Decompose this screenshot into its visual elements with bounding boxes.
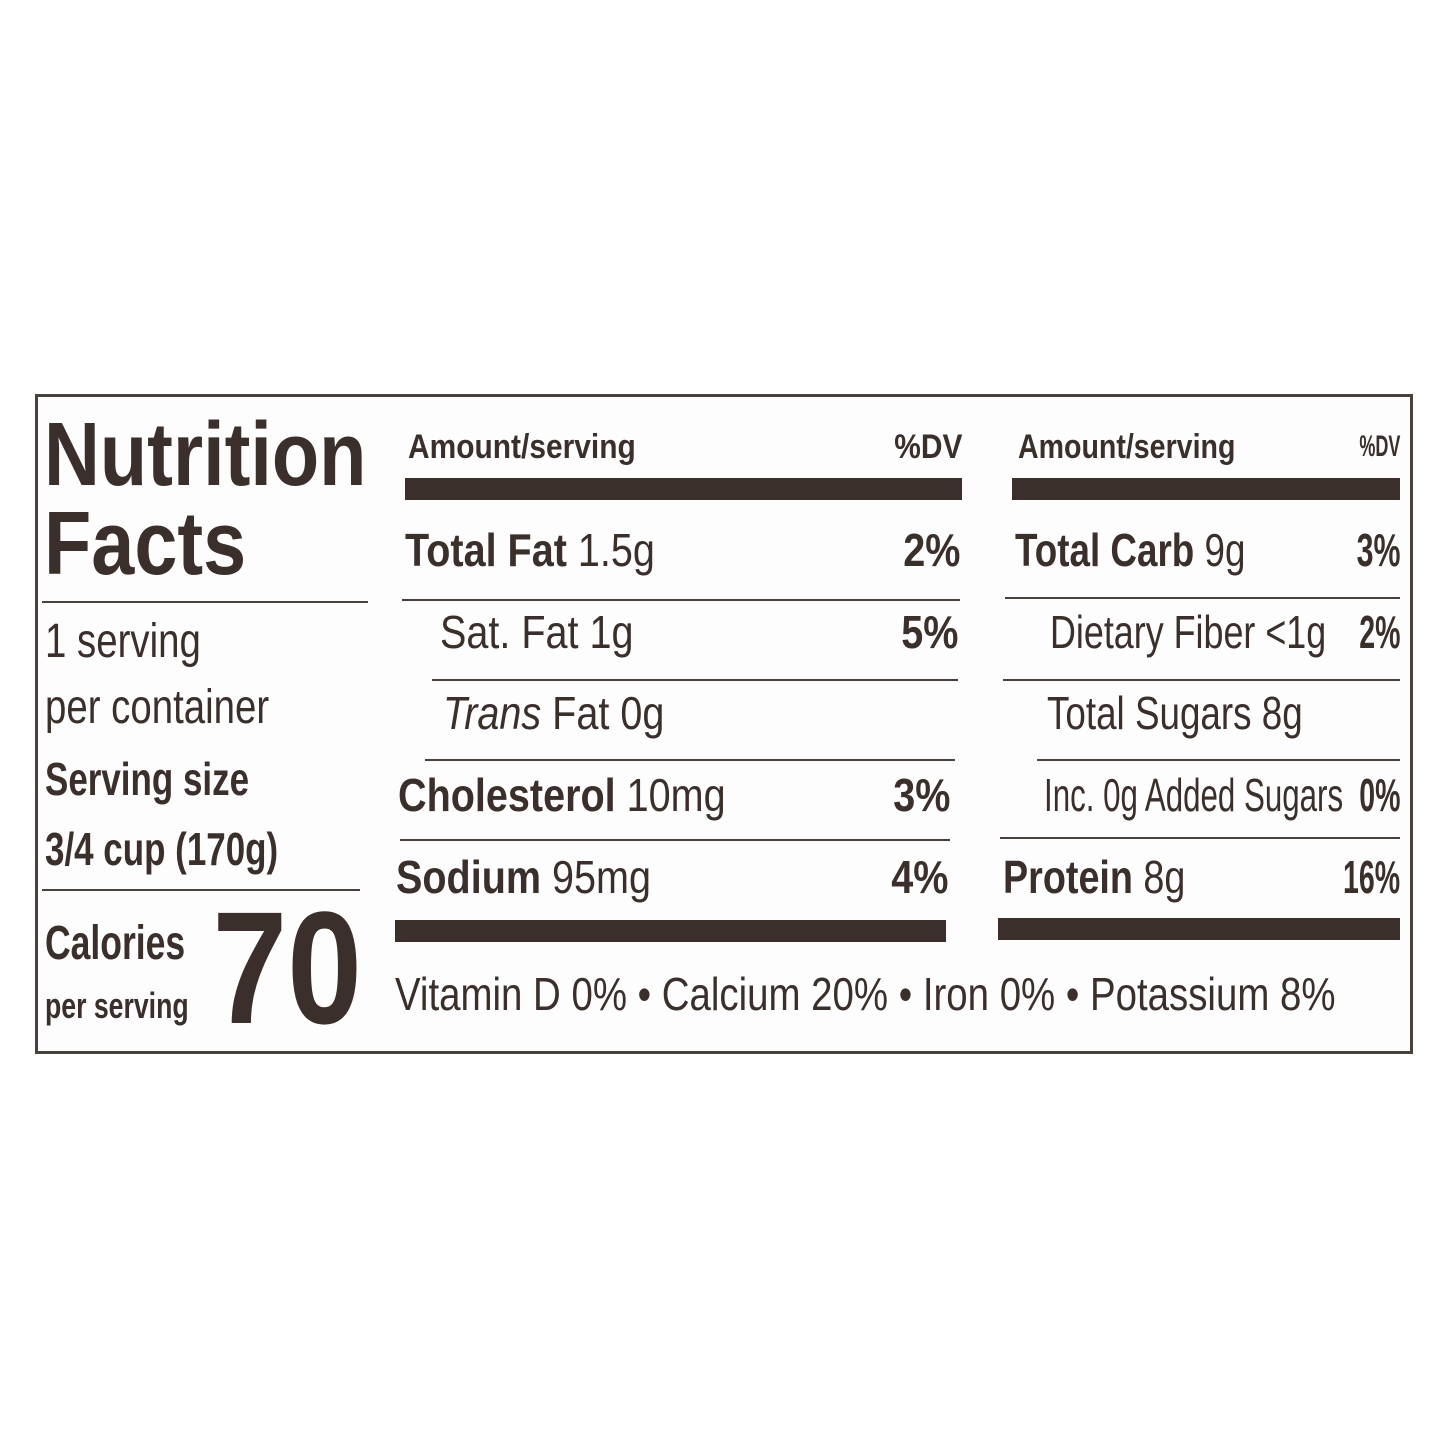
- dv-protein: 16%: [1342, 851, 1400, 903]
- nutrient-name: Total Fat: [405, 524, 567, 576]
- nutrient-amount: 0g: [620, 687, 665, 739]
- nutrient-amount: <1g: [1265, 606, 1327, 658]
- servings-per-container-2: per container: [45, 681, 270, 734]
- nutrient-name: Sodium: [396, 851, 542, 903]
- divider: [1000, 837, 1400, 839]
- calories-sublabel: per serving: [45, 985, 189, 1026]
- divider: [425, 759, 955, 761]
- nutrient-name: Total Sugars: [1047, 687, 1252, 739]
- divider: [42, 601, 368, 603]
- thick-bar: [395, 920, 946, 942]
- divider: [42, 889, 360, 891]
- nutrient-amount: 10mg: [626, 769, 726, 821]
- nutrient-name: Protein: [1003, 851, 1133, 903]
- divider: [1003, 679, 1400, 681]
- nutrient-amount: 8g: [1261, 687, 1303, 739]
- nutrient-name-italic: Trans: [443, 687, 542, 739]
- row-total-fat: Total Fat 1.5g: [405, 527, 655, 573]
- dv-sodium: 4%: [890, 851, 948, 903]
- left-header-dv: %DV: [893, 428, 962, 466]
- thick-bar: [998, 918, 1400, 940]
- vitamins-minerals-line: Vitamin D 0% • Calcium 20% • Iron 0% • P…: [395, 968, 1336, 1020]
- serving-size-label: Serving size: [45, 753, 250, 805]
- divider: [402, 599, 960, 601]
- calories-value: 70: [212, 878, 362, 1057]
- nutrient-name: Fat: [552, 687, 610, 739]
- divider: [432, 679, 958, 681]
- nutrition-facts-panel: [35, 394, 1413, 1054]
- row-cholesterol: Cholesterol 10mg: [398, 772, 726, 818]
- thick-bar: [405, 478, 962, 500]
- nutrient-name: Dietary Fiber: [1050, 606, 1256, 658]
- thick-bar: [1012, 478, 1400, 500]
- divider: [400, 839, 950, 841]
- row-trans-fat: Trans Fat 0g: [443, 690, 664, 736]
- calories-label: Calories: [45, 917, 186, 970]
- dv-sat-fat: 5%: [900, 606, 958, 658]
- nutrient-name: Sat. Fat: [440, 606, 579, 658]
- row-dietary-fiber: Dietary Fiber <1g: [1050, 609, 1326, 655]
- servings-per-container-1: 1 serving: [45, 615, 201, 668]
- divider: [1037, 759, 1400, 761]
- title-line-1: Nutrition: [44, 405, 367, 505]
- nutrient-amount: 8g: [1143, 851, 1186, 903]
- row-added-sugars: Inc. 0g Added Sugars: [1044, 769, 1344, 821]
- dv-total-fat: 2%: [902, 524, 960, 576]
- title-line-2: Facts: [44, 494, 247, 594]
- dv-added-sugars: 0%: [1358, 769, 1400, 821]
- right-header-dv: %DV: [1358, 430, 1400, 463]
- left-header-amount: Amount/serving: [408, 428, 636, 466]
- nutrient-amount: 9g: [1204, 524, 1246, 576]
- divider: [1005, 597, 1400, 599]
- nutrient-amount: 1g: [589, 606, 634, 658]
- row-sodium: Sodium 95mg: [396, 854, 651, 900]
- right-header-amount: Amount/serving: [1018, 428, 1236, 466]
- row-total-sugars: Total Sugars 8g: [1047, 690, 1303, 736]
- serving-size-value: 3/4 cup (170g): [45, 823, 279, 875]
- dv-dietary-fiber: 2%: [1358, 606, 1400, 658]
- dv-total-carb: 3%: [1356, 524, 1400, 576]
- nutrient-name: Total Carb: [1015, 524, 1195, 576]
- row-protein: Protein 8g: [1003, 854, 1185, 900]
- row-total-carb: Total Carb 9g: [1015, 527, 1245, 573]
- dv-cholesterol: 3%: [892, 769, 950, 821]
- row-sat-fat: Sat. Fat 1g: [440, 609, 634, 655]
- nutrient-amount: 95mg: [552, 851, 652, 903]
- nutrient-amount: 1.5g: [577, 524, 655, 576]
- nutrient-name: Cholesterol: [398, 769, 616, 821]
